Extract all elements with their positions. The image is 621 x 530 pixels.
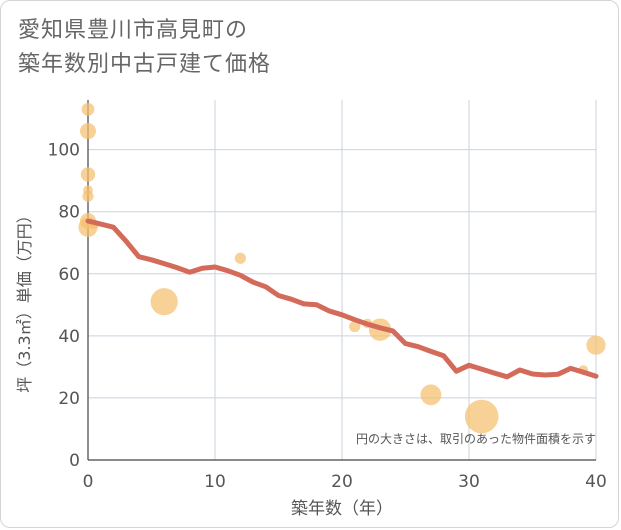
scatter-point — [82, 190, 94, 202]
x-tick-label: 10 — [204, 472, 226, 492]
x-tick-label: 0 — [83, 472, 94, 492]
x-tick-label: 30 — [458, 472, 480, 492]
average-series-line — [85, 218, 599, 380]
size-annotation: 円の大きさは、取引のあった物件面積を示す — [356, 431, 596, 446]
y-tick-label: 40 — [58, 327, 80, 347]
y-tick-label: 20 — [58, 389, 80, 409]
x-tick-label: 40 — [585, 472, 607, 492]
y-tick-label: 0 — [69, 451, 80, 471]
x-tick-label: 20 — [331, 472, 353, 492]
scatter-point — [150, 288, 178, 316]
scatter-point — [349, 320, 361, 333]
y-tick-label: 100 — [48, 141, 80, 161]
scatter-point — [420, 384, 442, 406]
scatter-point — [80, 167, 96, 182]
y-tick-label: 80 — [58, 203, 80, 223]
scatter-point — [586, 335, 606, 355]
y-axis-label: 坪（3.3㎡）単価（万円） — [15, 207, 34, 392]
chart-title: 愛知県豊川市高見町の 築年数別中古戸建て価格 — [18, 14, 271, 82]
y-tick-label: 60 — [58, 265, 80, 285]
x-axis-label: 築年数（年） — [291, 499, 393, 519]
title-line-2: 築年数別中古戸建て価格 — [18, 52, 272, 77]
tick-labels: 0 10 20 30 40 0 20 40 60 80 100 — [48, 141, 607, 492]
scatter-point — [464, 399, 499, 434]
scatter-point — [234, 252, 246, 264]
scatter-point — [80, 123, 96, 140]
axes — [87, 100, 596, 461]
average-line — [85, 218, 599, 380]
scatter-point — [81, 102, 95, 116]
title-line-1: 愛知県豊川市高見町の — [18, 18, 249, 43]
